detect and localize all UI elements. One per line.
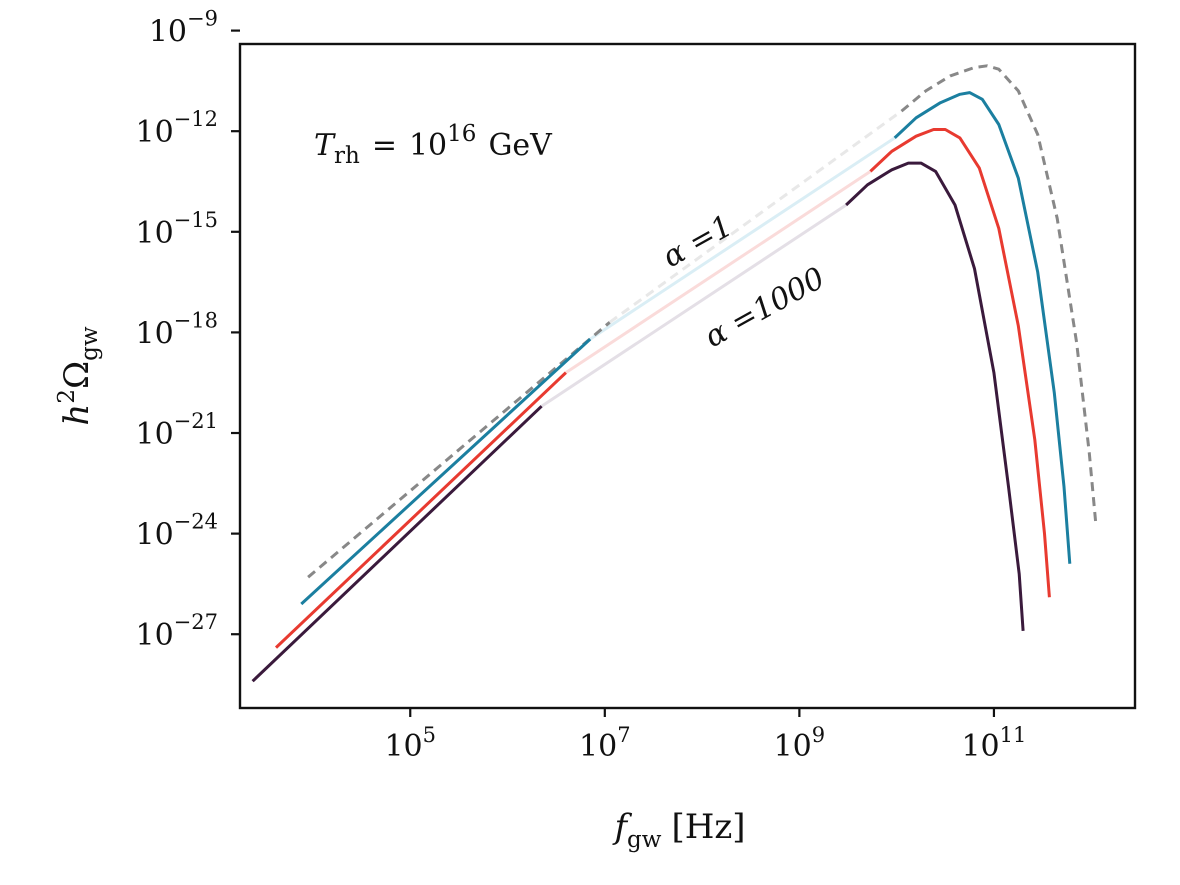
bridge-alpha_10 — [589, 136, 896, 341]
series-lines — [251, 64, 1098, 683]
x-tick-label: 107 — [579, 723, 631, 764]
y-tick-label: 10−21 — [135, 409, 218, 452]
low-frequency-alpha_1 — [307, 321, 611, 579]
y-axis-label: h2Ωgw — [54, 326, 103, 425]
peak-alpha_1 — [900, 64, 1098, 528]
y-tick-label: 10−15 — [135, 208, 218, 251]
x-axis: 105 107 109 1011 — [384, 708, 1026, 764]
x-tick-label: 105 — [384, 723, 436, 764]
faint-bridge-lines — [540, 109, 903, 408]
low-frequency-alpha_100 — [274, 371, 567, 649]
y-axis: 10−9 10−12 10−15 10−18 10−21 10−24 10−27 — [135, 7, 240, 653]
plot-area — [240, 44, 1135, 708]
y-tick-label: 10−27 — [135, 610, 218, 653]
y-tick-label: 10−9 — [149, 7, 218, 50]
y-tick-label: 10−24 — [135, 510, 218, 553]
bridge-alpha_1 — [608, 109, 903, 324]
bridge-alpha_1000 — [540, 203, 847, 408]
reheating-temperature-annotation: Trh = 1016 GeV — [314, 121, 553, 169]
peak-alpha_1000 — [845, 161, 1025, 632]
x-tick-label: 109 — [774, 723, 826, 764]
bridge-alpha_100 — [565, 170, 872, 374]
peak-alpha_10 — [893, 91, 1072, 564]
plot-frame — [238, 42, 1137, 710]
low-frequency-alpha_10 — [300, 337, 592, 606]
peak-alpha_100 — [869, 128, 1051, 598]
y-tick-label: 10−12 — [135, 107, 218, 150]
y-tick-label: 10−18 — [135, 308, 218, 351]
low-frequency-alpha_1000 — [251, 405, 543, 683]
x-tick-label: 1011 — [961, 723, 1026, 764]
x-axis-label: fgw [Hz] — [611, 807, 745, 853]
